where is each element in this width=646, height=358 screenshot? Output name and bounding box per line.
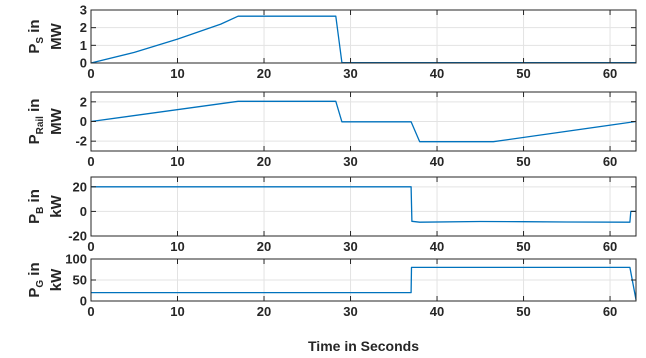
x-tick-label: 20: [257, 154, 271, 169]
y-axis-label-symbol: P: [26, 134, 43, 144]
y-tick-label: 0: [80, 204, 87, 219]
x-tick-label: 40: [430, 304, 444, 319]
y-tick-label: -2: [75, 134, 87, 149]
y-tick-label: 0: [80, 114, 87, 129]
y-tick-label: 0: [80, 56, 87, 71]
y-axis-label-subscript: B: [35, 207, 46, 214]
x-tick-label: 30: [343, 239, 357, 254]
x-tick-label: 60: [603, 66, 617, 81]
series-line: [91, 266, 637, 300]
x-tick-label: 50: [516, 239, 530, 254]
y-tick-label: 2: [80, 20, 87, 35]
x-tick-label: 50: [516, 154, 530, 169]
x-tick-label: 0: [87, 239, 94, 254]
axes-outline: [90, 176, 637, 237]
y-axis-label-unit: kW: [48, 268, 65, 291]
y-axis-label-symbol: P: [26, 288, 43, 298]
y-axis-label-suffix: in: [26, 262, 43, 280]
y-axis-label-line1: PS in: [26, 19, 46, 53]
x-tick-label: 20: [257, 239, 271, 254]
x-tick-label: 10: [170, 66, 184, 81]
y-axis-label: PS in MW: [26, 19, 65, 53]
y-axis-label-unit: MW: [48, 107, 65, 134]
x-tick-label: 0: [87, 66, 94, 81]
axes-box: [90, 176, 637, 237]
x-tick-label: 40: [430, 66, 444, 81]
y-axis-label-suffix: in: [26, 19, 43, 37]
x-tick-label: 20: [257, 304, 271, 319]
x-tick-label: 30: [343, 304, 357, 319]
x-tick-label: 60: [603, 304, 617, 319]
x-tick-label: 40: [430, 239, 444, 254]
y-tick-label: 1: [80, 38, 87, 53]
y-tick-label: 3: [80, 3, 87, 18]
x-tick-label: 30: [343, 154, 357, 169]
y-tick-label: 50: [73, 273, 87, 288]
y-axis-label-unit: MW: [48, 22, 65, 49]
y-tick-label: -20: [68, 229, 87, 244]
axes-outline: [90, 9, 637, 64]
x-tick-label: 10: [170, 239, 184, 254]
x-tick-label: 0: [87, 154, 94, 169]
x-tick-label: 50: [516, 304, 530, 319]
x-tick-label: 60: [603, 154, 617, 169]
y-axis-label-unit: kW: [48, 194, 65, 217]
series-line: [91, 186, 636, 223]
y-tick-label: 20: [73, 179, 87, 194]
x-tick-label: 20: [257, 66, 271, 81]
y-tick-label: 2: [80, 94, 87, 109]
y-axis-label-suffix: in: [26, 99, 43, 117]
x-tick-label: 40: [430, 154, 444, 169]
y-axis-label-symbol: P: [26, 214, 43, 224]
series-line: [90, 100, 637, 143]
y-axis-label-line1: PB in: [26, 189, 46, 224]
y-axis-label: PB in kW: [26, 189, 65, 224]
y-axis-label-line1: PRail in: [26, 99, 46, 145]
y-axis-label-line1: PG in: [26, 262, 46, 297]
y-axis-label-subscript: S: [35, 37, 46, 44]
y-axis-label-symbol: P: [26, 44, 43, 54]
y-axis-label-suffix: in: [26, 189, 43, 207]
x-tick-label: 10: [170, 154, 184, 169]
x-tick-label: 60: [603, 239, 617, 254]
x-axis-title: Time in Seconds: [308, 338, 419, 354]
y-tick-label: 100: [65, 252, 87, 267]
x-tick-label: 30: [343, 66, 357, 81]
y-axis-label-subscript: Rail: [35, 116, 46, 135]
y-tick-label: 0: [80, 294, 87, 309]
x-tick-label: 0: [87, 304, 94, 319]
x-tick-label: 10: [170, 304, 184, 319]
axes-box: [90, 9, 637, 64]
y-axis-label-subscript: G: [35, 280, 46, 288]
x-tick-label: 50: [516, 66, 530, 81]
y-axis-label: PG in kW: [26, 262, 65, 297]
